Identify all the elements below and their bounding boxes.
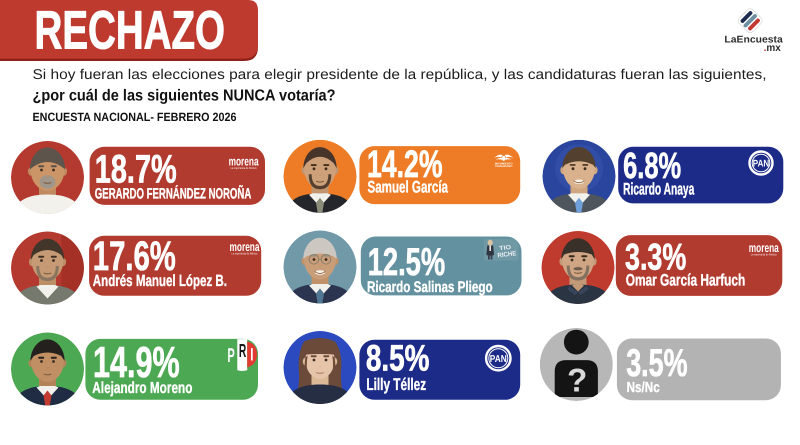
svg-text:PAN: PAN	[490, 354, 507, 365]
svg-text:Lilly Téllez: Lilly Téllez	[366, 375, 426, 394]
svg-text:?: ?	[567, 362, 587, 399]
svg-text:LaEncuesta: LaEncuesta	[724, 35, 783, 46]
svg-text:Si hoy fueran las elecciones p: Si hoy fueran las elecciones para elegir…	[33, 67, 767, 83]
svg-text:La esperanza de México: La esperanza de México	[232, 252, 258, 256]
svg-text:3.5%: 3.5%	[626, 342, 687, 385]
svg-text:Ricardo Salinas Pliego: Ricardo Salinas Pliego	[367, 279, 493, 296]
svg-text:I: I	[250, 345, 253, 365]
svg-text:La esperanza de México: La esperanza de México	[751, 253, 777, 257]
svg-text:morena: morena	[229, 155, 260, 169]
svg-text:GERARDO FERNÁNDEZ NOROÑA: GERARDO FERNÁNDEZ NOROÑA	[95, 185, 252, 203]
svg-text:8.5%: 8.5%	[366, 337, 430, 378]
svg-text:RICHE: RICHE	[497, 250, 517, 259]
svg-text:P: P	[227, 345, 234, 367]
svg-text:Alejandro Moreno: Alejandro Moreno	[92, 380, 192, 397]
svg-text:PAN: PAN	[753, 158, 769, 169]
svg-text:12.5%: 12.5%	[368, 241, 446, 284]
svg-text:morena: morena	[230, 240, 261, 254]
svg-text:17.6%: 17.6%	[93, 233, 176, 279]
svg-text:.mx: .mx	[764, 42, 781, 54]
svg-text:Samuel García: Samuel García	[368, 178, 449, 197]
svg-text:¿por cuál de las siguientes NU: ¿por cuál de las siguientes NUNCA votarí…	[33, 87, 336, 104]
svg-text:6.8%: 6.8%	[623, 145, 681, 186]
svg-text:ENCUESTA NACIONAL- FEBRERO 202: ENCUESTA NACIONAL- FEBRERO 2026	[33, 110, 237, 124]
svg-text:MOVIMIENTO: MOVIMIENTO	[495, 162, 513, 165]
svg-text:R: R	[239, 341, 247, 362]
svg-text:Omar García Harfuch: Omar García Harfuch	[626, 272, 746, 290]
svg-text:Andrés Manuel López B.: Andrés Manuel López B.	[93, 272, 227, 290]
svg-text:3.3%: 3.3%	[625, 235, 686, 277]
svg-text:RECHAZO: RECHAZO	[35, 0, 226, 60]
svg-text:14.9%: 14.9%	[93, 339, 180, 387]
svg-text:Ricardo Anaya: Ricardo Anaya	[623, 179, 695, 198]
svg-text:morena: morena	[749, 241, 780, 255]
svg-text:CIUDADANO: CIUDADANO	[495, 165, 513, 168]
svg-text:TIO: TIO	[499, 244, 512, 252]
svg-text:La esperanza de México: La esperanza de México	[231, 166, 257, 170]
svg-text:14.2%: 14.2%	[367, 143, 443, 186]
svg-text:Ns/Nc: Ns/Nc	[627, 380, 660, 396]
svg-text:18.7%: 18.7%	[95, 148, 177, 192]
